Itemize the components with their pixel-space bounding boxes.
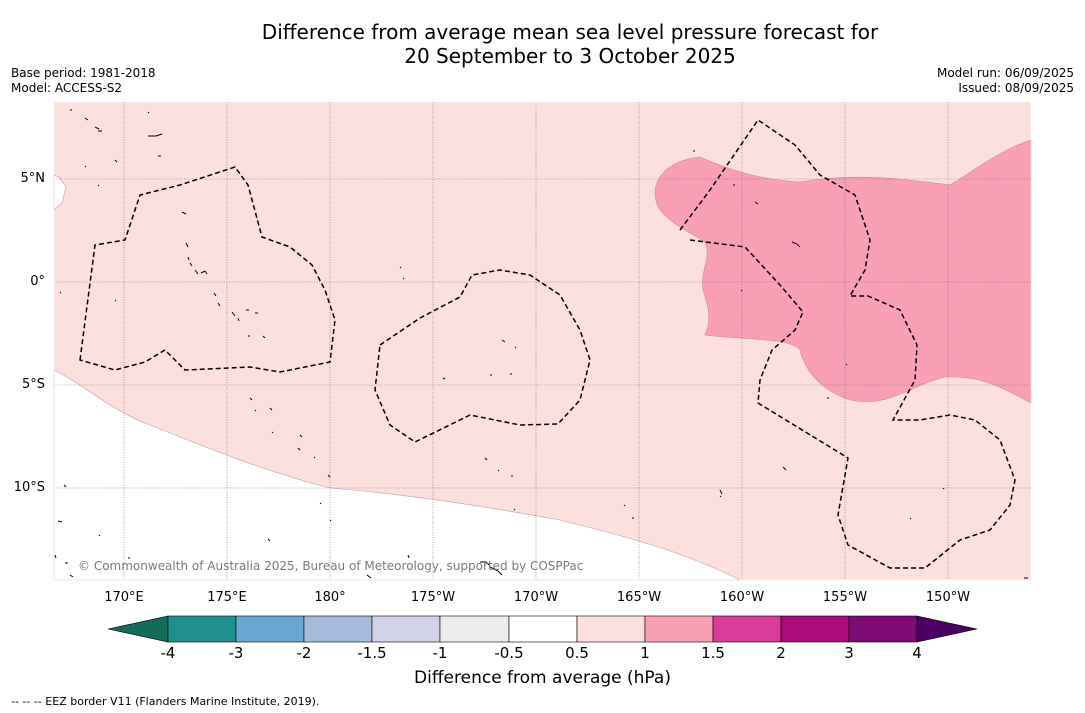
lon-label-180: 180° [314, 590, 346, 605]
colorbar-swatch [780, 615, 850, 643]
model-run: Model run: 06/09/2025 [936, 66, 1074, 80]
colorbar-tick: -4 [160, 644, 176, 662]
islands [54, 109, 1028, 579]
colorbar [107, 615, 978, 643]
neutral-area [53, 369, 741, 581]
island-marks-gilberts [59, 211, 266, 339]
anomaly-area-medium [654, 139, 1032, 404]
eez-borders [79, 118, 1016, 569]
map-title: Difference from average mean sea level p… [0, 20, 1085, 68]
colorbar-swatch [303, 615, 373, 643]
colorbar-tick: 1.5 [701, 644, 725, 662]
colorbar-swatch [167, 615, 237, 643]
colorbar-tick: -2 [296, 644, 312, 662]
map-frame [53, 101, 1032, 581]
eez-border-line-islands-north [679, 118, 871, 297]
lon-label-155w: 155°W [822, 590, 868, 605]
colorbar-extend-high [916, 615, 978, 643]
meta-left: Base period: 1981-2018 Model: ACCESS-S2 [11, 66, 156, 96]
lon-label-150w: 150°W [925, 590, 971, 605]
eez-border-line-islands-mid [689, 239, 1016, 569]
lon-label-170w: 170°W [513, 590, 559, 605]
base-period: Base period: 1981-2018 [11, 66, 156, 80]
colorbar-tick: 4 [912, 644, 922, 662]
colorbar-swatch [848, 615, 918, 643]
colorbar-swatch [235, 615, 305, 643]
colorbar-tick: 0.5 [565, 644, 589, 662]
colorbar-tick: -3 [228, 644, 244, 662]
island-marks-phoenix [399, 266, 517, 511]
copyright-notice: © Commonwealth of Australia 2025, Bureau… [78, 559, 584, 573]
colorbar-tick: -1 [432, 644, 448, 662]
colorbar-tick: 3 [844, 644, 854, 662]
lon-label-175w: 175°W [410, 590, 456, 605]
colorbar-title: Difference from average (hPa) [414, 668, 671, 688]
lat-label-5s: 5°S [21, 377, 45, 392]
lon-label-165w: 165°W [616, 590, 662, 605]
island-marks-south [54, 484, 503, 579]
colorbar-tick: -1.5 [357, 644, 387, 662]
colorbar-tick: 2 [776, 644, 786, 662]
island-marks-tuvalu [249, 397, 332, 542]
issued-date: Issued: 08/09/2025 [958, 81, 1074, 95]
lat-label-0: 0° [30, 274, 45, 289]
colorbar-swatch [439, 615, 510, 643]
model-name: Model: ACCESS-S2 [11, 81, 123, 95]
lon-label-175e: 175°E [207, 590, 247, 605]
meta-right: Model run: 06/09/2025 Issued: 08/09/2025 [937, 66, 1074, 96]
colorbar-swatch [712, 615, 782, 643]
colorbar-swatch [371, 615, 441, 643]
eez-border-kiribati-gilberts [79, 166, 336, 373]
colorbar-swatch [644, 615, 714, 643]
colorbar-tick: 1 [640, 644, 650, 662]
eez-footnote: -- -- -- EEZ border V11 (Flanders Marine… [11, 695, 320, 708]
colorbar-swatch [508, 615, 578, 643]
lon-label-160w: 160°W [719, 590, 765, 605]
island-marks-line [623, 150, 1028, 579]
lon-label-170e: 170°E [104, 590, 144, 605]
colorbar-extend-low [107, 615, 169, 643]
lat-label-5n: 5°N [20, 171, 46, 186]
island-marks-north [70, 109, 163, 187]
colorbar-tick: -0.5 [494, 644, 524, 662]
lat-label-10s: 10°S [13, 480, 45, 495]
graticule [54, 102, 1031, 580]
title-line-2: 20 September to 3 October 2025 [404, 44, 736, 68]
title-line-1: Difference from average mean sea level p… [261, 20, 879, 44]
colorbar-swatch [576, 615, 646, 643]
